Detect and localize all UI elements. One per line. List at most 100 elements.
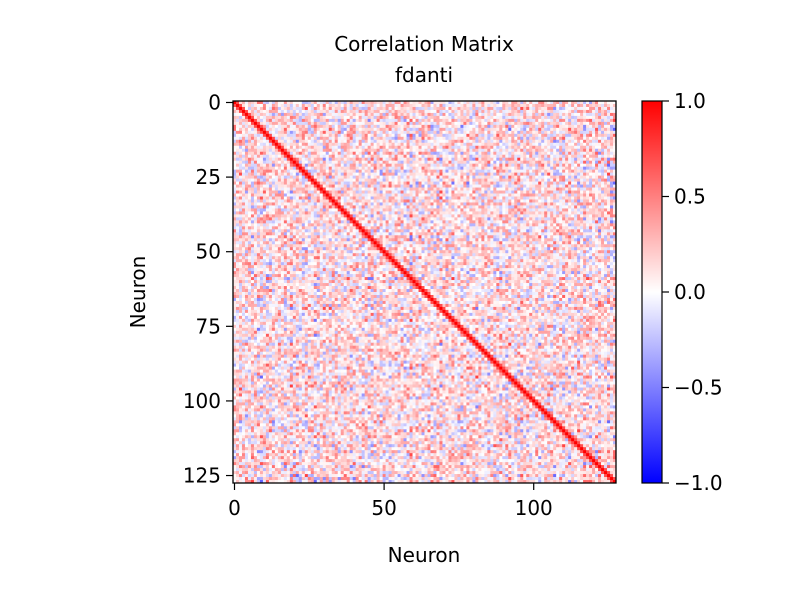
heatmap-cell (589, 160, 593, 165)
heatmap-cell (367, 112, 371, 117)
heatmap-cell (580, 154, 584, 159)
heatmap-cell (565, 181, 569, 185)
heatmap-cell (382, 115, 386, 120)
heatmap-cell (328, 151, 333, 156)
heatmap-cell (562, 118, 566, 123)
heatmap-cell (610, 181, 614, 185)
heatmap-cell (415, 139, 419, 144)
heatmap-cell (436, 205, 440, 209)
heatmap-cell (400, 160, 404, 165)
heatmap-cell (244, 115, 249, 120)
heatmap-cell (265, 187, 270, 191)
heatmap-cell (556, 175, 560, 179)
heatmap-cell (454, 202, 458, 206)
heatmap-cell (409, 148, 413, 153)
heatmap-cell (301, 163, 306, 168)
heatmap-cell (505, 193, 509, 197)
heatmap-cell (541, 214, 545, 218)
heatmap-cell (592, 214, 596, 218)
heatmap-cell (313, 178, 318, 182)
heatmap-cell (358, 109, 363, 114)
heatmap-cell (514, 139, 518, 144)
heatmap-cell (349, 115, 354, 120)
heatmap-cell (376, 145, 380, 150)
heatmap-cell (352, 142, 357, 147)
heatmap-cell (517, 133, 521, 138)
heatmap-cell (544, 101, 548, 105)
heatmap-cell (247, 115, 252, 120)
heatmap-cell (358, 196, 363, 200)
heatmap-cell (541, 202, 545, 206)
heatmap-cell (382, 166, 386, 170)
heatmap-cell (451, 103, 455, 108)
heatmap-cell (559, 157, 563, 162)
heatmap-cell (400, 130, 404, 135)
heatmap-cell (499, 163, 503, 168)
heatmap-cell (610, 190, 614, 194)
heatmap-cell (532, 121, 536, 126)
heatmap-cell (481, 121, 485, 126)
heatmap-cell (310, 160, 315, 165)
heatmap-cell (415, 184, 419, 188)
heatmap-cell (535, 106, 539, 111)
heatmap-cell (565, 139, 569, 144)
heatmap-cell (385, 136, 389, 141)
heatmap-cell (304, 175, 309, 179)
heatmap-cell (505, 199, 509, 203)
heatmap-cell (439, 130, 443, 135)
heatmap-cell (385, 148, 389, 153)
heatmap-cell (574, 154, 578, 159)
heatmap-cell (499, 103, 503, 108)
heatmap-cell (415, 103, 419, 108)
heatmap-cell (328, 112, 333, 117)
heatmap-cell (409, 136, 413, 141)
heatmap-cell (586, 187, 590, 191)
heatmap-cell (415, 181, 419, 185)
heatmap-cell (265, 205, 270, 209)
heatmap-cell (589, 151, 593, 156)
heatmap-cell (385, 115, 389, 120)
heatmap-cell (334, 118, 339, 123)
heatmap-cell (406, 109, 410, 114)
heatmap-cell (316, 157, 321, 162)
heatmap-cell (286, 196, 291, 200)
heatmap-cell (463, 211, 467, 215)
heatmap-cell (433, 181, 437, 185)
heatmap-cell (595, 184, 599, 188)
heatmap-cell (271, 172, 276, 176)
heatmap-cell (292, 154, 297, 159)
heatmap-cell (610, 193, 614, 197)
heatmap-cell (343, 172, 348, 176)
heatmap-cell (601, 175, 605, 179)
heatmap-cell (430, 103, 434, 108)
heatmap-cell (430, 118, 434, 123)
heatmap-cell (385, 160, 389, 165)
heatmap-cell (319, 160, 324, 165)
heatmap-cell (376, 157, 380, 162)
heatmap-cell (592, 199, 596, 203)
heatmap-cell (442, 211, 446, 215)
heatmap-cell (316, 127, 321, 132)
heatmap-cell (448, 163, 452, 168)
heatmap-cell (421, 172, 425, 176)
heatmap-cell (523, 157, 527, 162)
heatmap-cell (562, 175, 566, 179)
heatmap-cell (496, 172, 500, 176)
heatmap-cell (538, 154, 542, 159)
heatmap-cell (589, 190, 593, 194)
heatmap-cell (484, 211, 488, 215)
heatmap-cell (361, 193, 366, 197)
heatmap-cell (358, 172, 363, 176)
heatmap-cell (286, 139, 291, 144)
heatmap-cell (379, 145, 383, 150)
heatmap-cell (469, 121, 473, 126)
heatmap-cell (436, 121, 440, 126)
heatmap-cell (505, 178, 509, 182)
heatmap-cell (577, 145, 581, 150)
heatmap-cell (577, 154, 581, 159)
heatmap-cell (358, 175, 363, 179)
heatmap-cell (271, 142, 276, 147)
heatmap-cell (271, 196, 276, 200)
heatmap-cell (256, 157, 261, 162)
heatmap-cell (379, 115, 383, 120)
